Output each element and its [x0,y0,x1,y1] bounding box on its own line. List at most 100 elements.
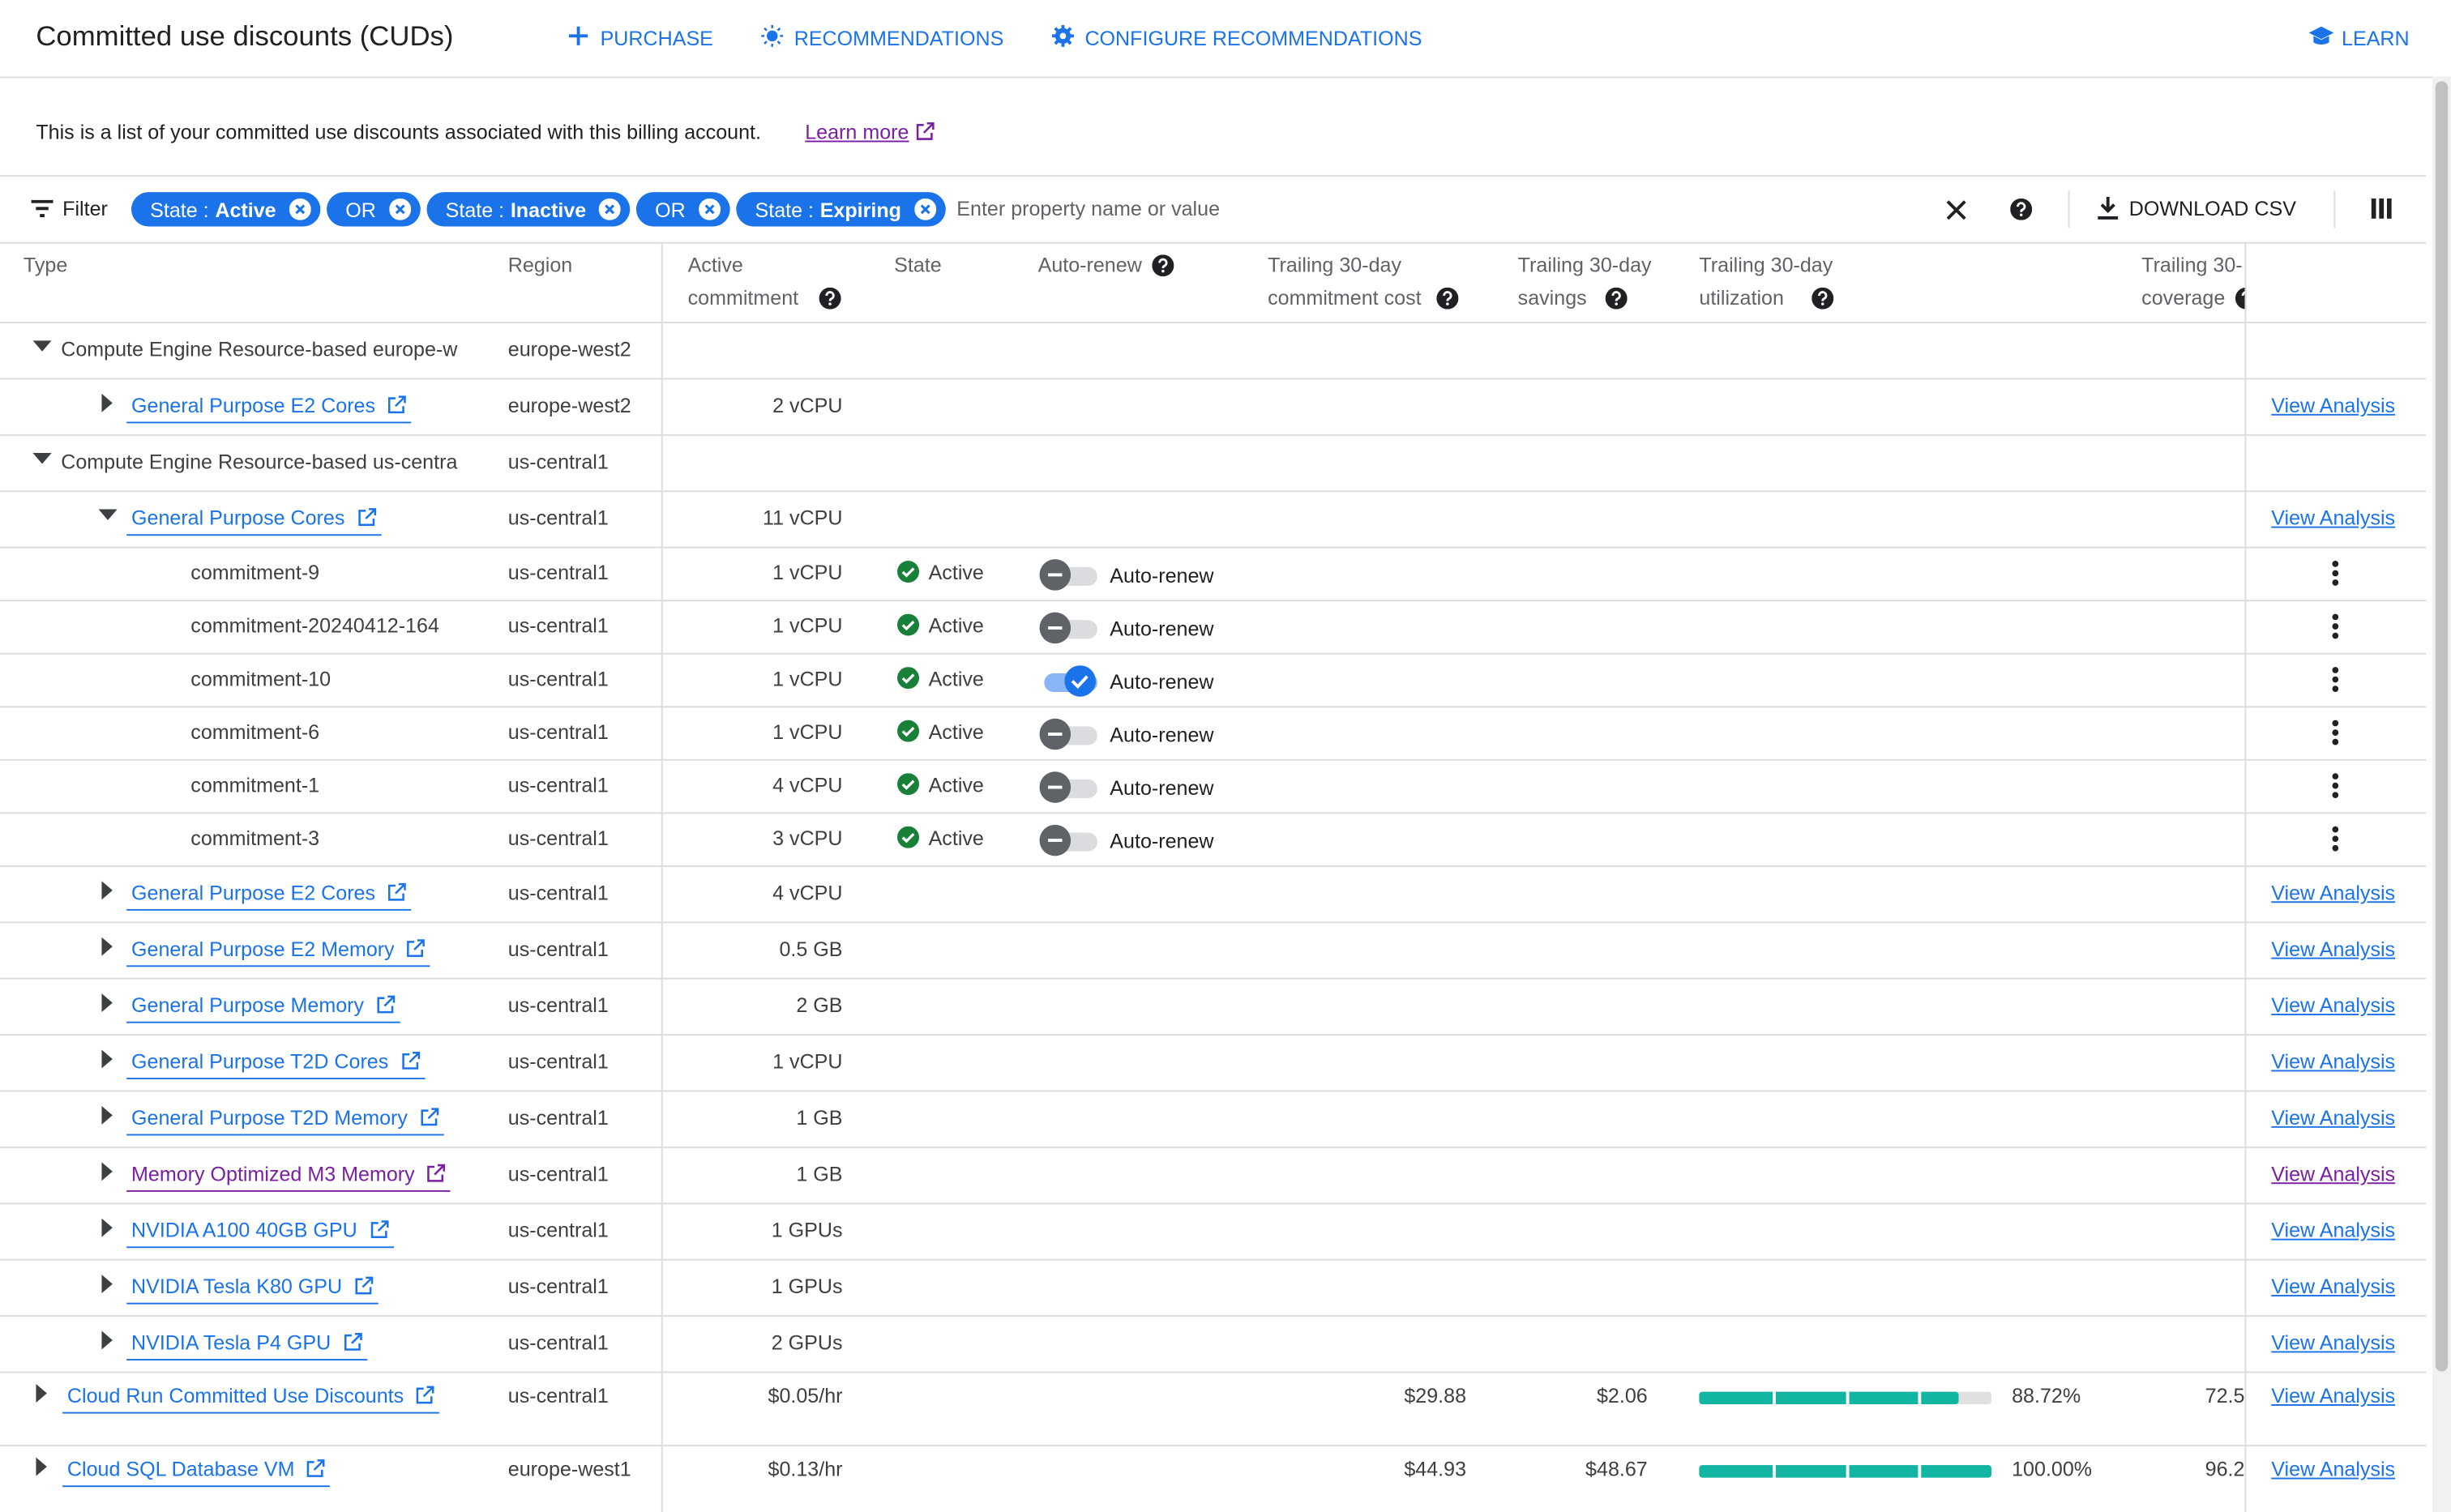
view-analysis-link[interactable]: View Analysis [2271,1218,2396,1242]
chip-remove[interactable] [598,198,621,220]
filter-chip[interactable]: State : Expiring [736,192,946,227]
divider [0,378,2427,380]
type-link[interactable]: General Purpose T2D Cores [131,1049,389,1074]
auto-renew-toggle[interactable] [1038,611,1101,645]
clear-icon [1946,200,1966,220]
row-menu[interactable] [2331,825,2341,853]
type-text: commitment-10 [190,667,332,691]
columns-icon [2371,198,2392,219]
divider [0,1202,2427,1205]
row-menu[interactable] [2331,719,2341,747]
nav-button[interactable]: CONFIGURE RECOMMENDATIONS [1084,26,1422,50]
view-analysis-link[interactable]: View Analysis [2271,1330,2396,1355]
chip-key: State : [445,197,505,221]
view-analysis-link[interactable]: View Analysis [2271,993,2396,1017]
type-link[interactable]: NVIDIA Tesla K80 GPU [131,1275,343,1298]
auto-renew-toggle[interactable] [1038,717,1101,751]
chip-value: OR [655,197,686,221]
region: us-central1 [507,1105,609,1130]
learn-more-link[interactable]: Learn more [805,120,909,144]
link-underline [126,965,431,967]
view-analysis-link[interactable]: View Analysis [2271,1049,2396,1074]
chip-remove[interactable] [388,198,411,220]
view-analysis-link[interactable]: View Analysis [2271,1383,2396,1407]
auto-renew-toggle[interactable] [1038,557,1101,592]
view-analysis-link[interactable]: View Analysis [2271,1105,2396,1130]
column-header: Trailing 30-day commitment cost [1268,253,1502,315]
type-link[interactable]: General Purpose E2 Cores [131,881,376,905]
learn-button[interactable]: LEARN [2342,26,2410,50]
type-link[interactable]: NVIDIA A100 40GB GPU [131,1218,357,1242]
type-link[interactable]: General Purpose Memory [131,993,365,1017]
type-link[interactable]: General Purpose E2 Cores [131,393,376,417]
column-header: State [894,253,1019,315]
type-link[interactable]: NVIDIA Tesla P4 GPU [131,1330,332,1355]
filter-input[interactable]: Enter property name or value [956,196,1221,220]
help-icon [819,287,841,310]
chip-remove[interactable] [289,198,311,220]
view-analysis-link[interactable]: View Analysis [2271,506,2396,530]
chip-remove[interactable] [913,198,936,220]
active-commitment: 3 vCPU [772,826,843,850]
column-header: Trailing 30-d coverage [2141,253,2241,315]
view-analysis-link[interactable]: View Analysis [2271,1275,2396,1298]
column-header-text: commitment [687,285,799,310]
type-text: commitment-20240412-164 [190,613,439,638]
view-analysis-link[interactable]: View Analysis [2271,937,2396,961]
auto-renew-toggle[interactable] [1038,770,1101,804]
utilization-bar [1699,1391,1959,1405]
view-analysis-link[interactable]: View Analysis [2271,1162,2396,1186]
filter-icon [31,199,53,217]
type-link[interactable]: Cloud Run Committed Use Discounts [66,1383,404,1407]
type-text: commitment-9 [190,561,320,584]
column-header: Trailing 30-day savings [1518,253,1690,315]
chip-value: Expiring [819,197,902,221]
filter-chip[interactable]: State : Active [131,192,320,227]
divider [0,652,2427,655]
divider [0,241,2427,244]
type-link[interactable]: General Purpose E2 Memory [131,937,395,961]
filter-chip[interactable]: OR [327,192,420,227]
nav-button[interactable]: PURCHASE [600,26,713,50]
auto-renew-toggle[interactable] [1038,823,1101,857]
download-icon [2098,196,2119,220]
row-menu[interactable] [2331,559,2341,587]
expand-icon [36,1383,47,1403]
column-header-text: utilization [1699,285,1784,310]
type-link[interactable]: General Purpose T2D Memory [131,1105,408,1130]
region: us-central1 [507,773,609,797]
link-underline [126,1190,451,1192]
filter-chip[interactable]: OR [635,192,729,227]
nav-button[interactable]: RECOMMENDATIONS [793,26,1004,50]
row-menu[interactable] [2331,771,2341,800]
row-menu[interactable] [2331,665,2341,694]
download-button[interactable]: DOWNLOAD CSV [2128,196,2296,220]
view-analysis-link[interactable]: View Analysis [2271,881,2396,905]
view-analysis-link[interactable]: View Analysis [2271,393,2396,417]
type-text: commitment-3 [190,826,320,850]
external-icon [421,1108,438,1126]
auto-renew-label: Auto-renew [1110,669,1214,694]
link-underline [126,421,412,424]
type-link[interactable]: Cloud SQL Database VM [66,1457,295,1481]
row-menu[interactable] [2331,613,2341,641]
state: Active [928,561,984,584]
type-link[interactable]: General Purpose Cores [131,506,345,530]
chip-remove[interactable] [698,198,721,220]
filter-chip[interactable]: State : Inactive [426,192,631,227]
auto-renew-toggle[interactable] [1038,664,1101,698]
type-link[interactable]: Memory Optimized M3 Memory [131,1162,415,1186]
column-header: Active commitment [688,253,875,315]
region: us-central1 [507,1162,609,1186]
external-icon [377,995,395,1014]
active-commitment: 1 GB [796,1105,843,1130]
divider [0,706,2427,708]
external-icon [357,508,376,526]
view-analysis-link[interactable]: View Analysis [2271,1457,2396,1481]
region: us-central1 [507,506,609,530]
divider [0,1371,2427,1373]
active-commitment: 1 vCPU [772,613,843,638]
region: us-central1 [507,1330,609,1355]
link-underline [62,1412,440,1414]
region: us-central1 [507,720,609,744]
